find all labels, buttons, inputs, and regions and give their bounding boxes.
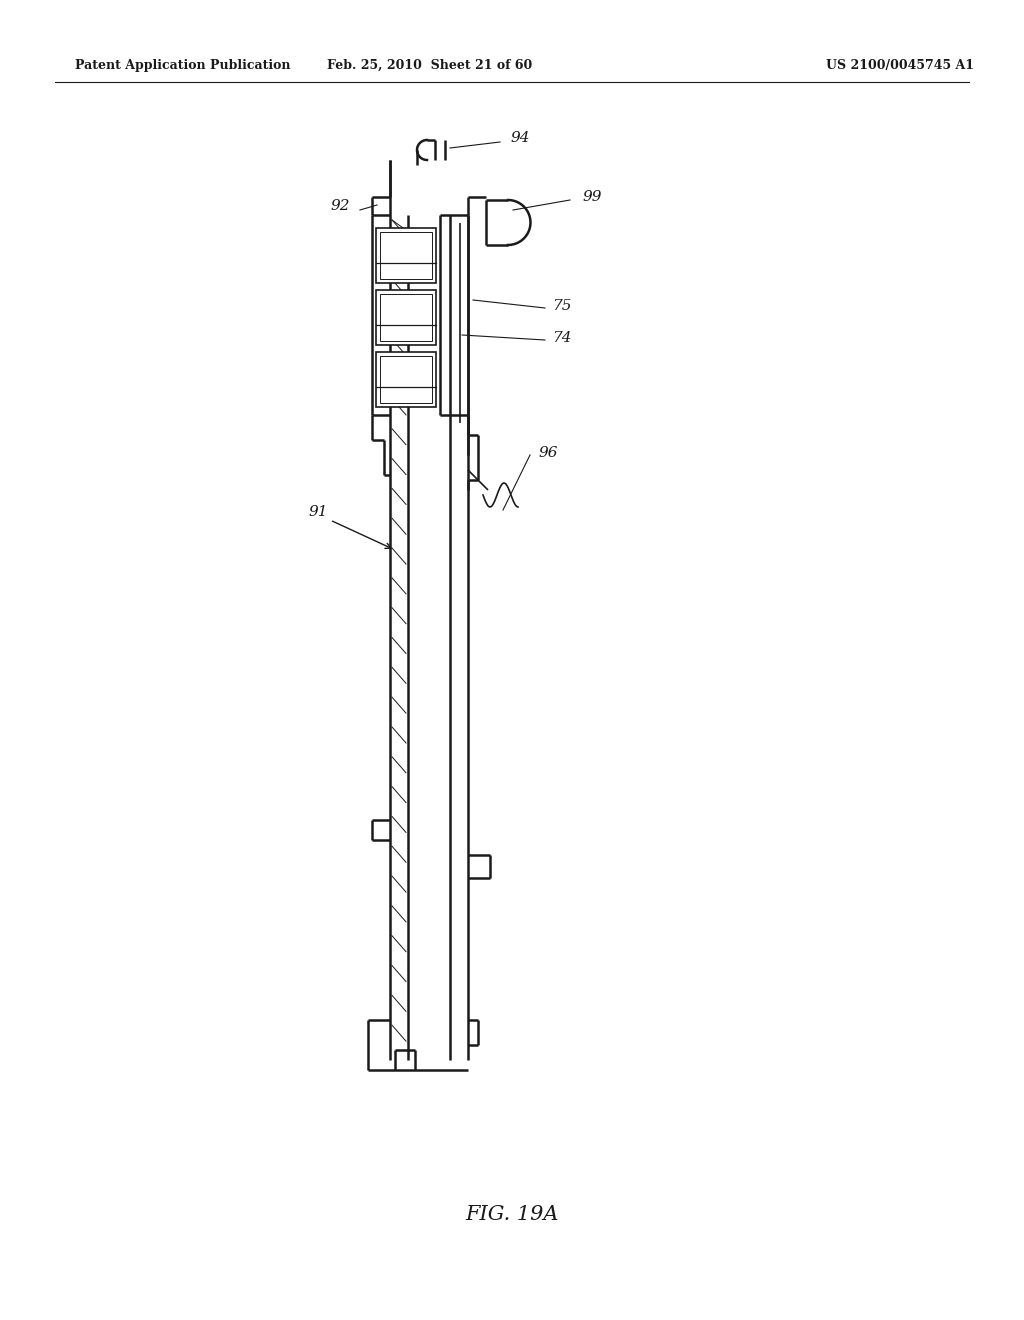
Text: 95a: 95a: [393, 248, 419, 263]
Text: 95b: 95b: [392, 310, 419, 325]
Bar: [380, 356, 432, 403]
Text: FIG. 19A: FIG. 19A: [465, 1205, 559, 1225]
Text: 91: 91: [308, 506, 328, 519]
Text: 92: 92: [331, 199, 350, 213]
Text: 94: 94: [510, 131, 529, 145]
Bar: [376, 228, 436, 282]
Text: 96: 96: [539, 446, 558, 459]
Text: 75: 75: [552, 300, 571, 313]
Text: Feb. 25, 2010  Sheet 21 of 60: Feb. 25, 2010 Sheet 21 of 60: [328, 58, 532, 71]
Bar: [376, 352, 436, 407]
Bar: [380, 294, 432, 341]
Text: 99: 99: [583, 190, 602, 205]
Text: US 2100/0045745 A1: US 2100/0045745 A1: [826, 58, 974, 71]
Text: Patent Application Publication: Patent Application Publication: [75, 58, 291, 71]
Bar: [376, 290, 436, 345]
Bar: [380, 232, 432, 279]
Text: 74: 74: [552, 331, 571, 345]
Text: 95c: 95c: [393, 372, 419, 387]
